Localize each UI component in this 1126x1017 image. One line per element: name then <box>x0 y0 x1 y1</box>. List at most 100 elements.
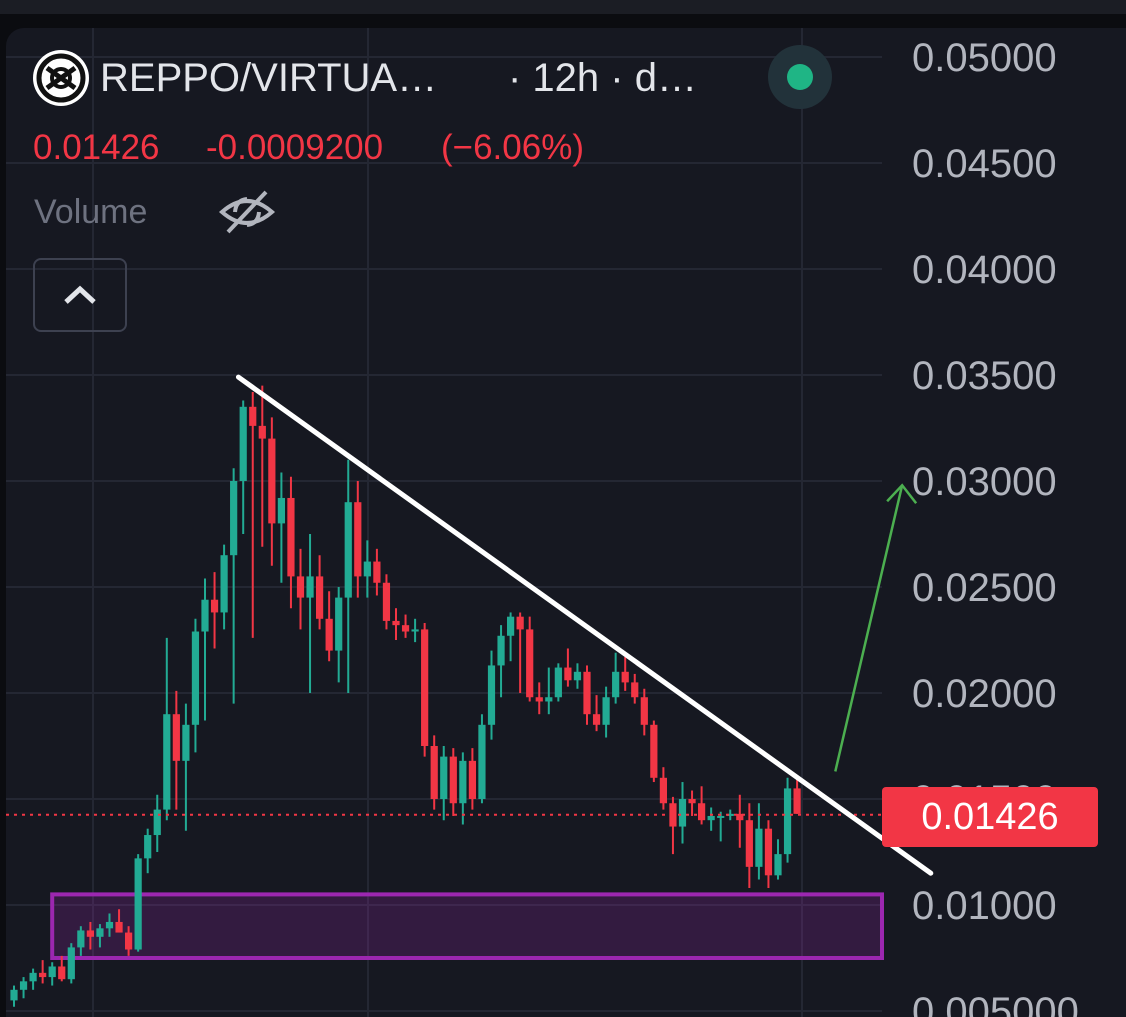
market-status-button[interactable] <box>768 45 832 109</box>
price-chart[interactable]: 0.05000 0.04500 0.04000 0.03500 0.03000 0.025… <box>6 28 1126 1017</box>
candle-down <box>86 930 94 937</box>
candle-up <box>67 947 75 980</box>
candle-down <box>650 724 658 778</box>
candle-up <box>239 406 247 481</box>
candle-up <box>19 981 28 990</box>
chevron-up-icon <box>64 285 96 304</box>
candle-down <box>325 618 333 651</box>
candle-up <box>144 835 152 859</box>
candle-up <box>153 809 161 836</box>
y-axis-tick-label: 0.03500 <box>912 354 1057 398</box>
candle-up <box>755 828 763 867</box>
candle-up <box>335 597 343 651</box>
eye-hidden-icon[interactable] <box>218 188 276 236</box>
candle-down <box>468 760 476 799</box>
candle-down <box>373 561 381 583</box>
candle-up <box>707 815 715 821</box>
candle-down <box>764 828 773 876</box>
candle-down <box>745 820 753 867</box>
candle-up <box>411 629 419 632</box>
reppo-logo-icon <box>33 50 89 106</box>
support-zone <box>50 892 884 961</box>
candle-down <box>621 671 629 683</box>
candle-up <box>306 576 314 598</box>
candle-up <box>573 671 582 681</box>
candle-down <box>392 620 400 626</box>
candle-up <box>230 481 238 556</box>
candle-down <box>592 714 601 725</box>
candle-up <box>774 854 782 876</box>
candle-down <box>516 616 524 630</box>
candle-up <box>363 561 371 577</box>
candle-down <box>564 667 572 681</box>
candle-down <box>688 799 696 804</box>
candle-down <box>526 629 534 698</box>
candle-down <box>316 576 324 619</box>
candle-down <box>583 671 591 715</box>
candle-up <box>29 972 37 982</box>
candle-up <box>783 788 792 855</box>
y-axis-tick-label: 0.02000 <box>912 672 1057 716</box>
candle-up <box>201 599 209 632</box>
candle-down <box>296 576 305 598</box>
candle-down <box>382 582 391 621</box>
candle-down <box>249 406 257 426</box>
candle-down <box>793 788 801 814</box>
candle-up <box>602 697 610 725</box>
chart-panel: 0.05000 0.04500 0.04000 0.03500 0.03000 0.025… <box>6 28 1126 1017</box>
candle-up <box>554 667 562 698</box>
y-axis-tick-label: 0.03000 <box>912 460 1057 504</box>
y-axis-tick-label: 0.02500 <box>912 566 1057 610</box>
market-status-dot-icon <box>787 64 813 90</box>
breakout-arrow-head <box>886 483 918 505</box>
candle-down <box>125 932 133 950</box>
candle-up <box>612 671 620 698</box>
volume-indicator-label[interactable]: Volume <box>34 193 148 231</box>
candle-up <box>277 497 285 524</box>
candle-up <box>440 756 448 799</box>
collapse-indicators-button[interactable] <box>33 258 127 332</box>
candle-down <box>698 803 706 821</box>
candle-up <box>507 616 515 636</box>
candle-down <box>354 502 362 577</box>
candle-down <box>210 599 219 613</box>
y-axis-tick-label: 0.005000 <box>912 990 1079 1017</box>
price-change-percent: (−6.06%) <box>441 128 584 167</box>
candle-up <box>220 555 228 613</box>
candle-up <box>163 714 171 810</box>
last-price: 0.01426 <box>33 128 160 167</box>
y-axis-tick-label: 0.04000 <box>912 248 1057 292</box>
trendline <box>235 374 934 876</box>
candle-up <box>344 502 352 598</box>
y-axis-tick-label: 0.04500 <box>912 142 1057 186</box>
candle-up <box>678 799 687 827</box>
candle-down <box>449 756 457 804</box>
y-axis-tick-label: 0.01000 <box>912 884 1057 928</box>
candle-up <box>48 966 56 978</box>
candle-down <box>268 438 276 524</box>
candle-down <box>640 697 648 725</box>
candle-down <box>287 497 295 577</box>
candle-down <box>736 813 744 821</box>
candle-up <box>105 921 114 929</box>
candle-down <box>430 746 438 799</box>
candle-up <box>134 858 142 950</box>
candle-down <box>39 972 47 978</box>
candle-up <box>545 697 553 702</box>
candle-up <box>487 665 496 725</box>
symbol-title[interactable]: REPPO/VIRTUA… <box>100 56 438 100</box>
candle-up <box>726 813 734 816</box>
price-change: -0.0009200 <box>206 128 384 167</box>
candle-down <box>401 625 410 632</box>
candle-down <box>172 714 180 761</box>
candle-up <box>96 928 104 937</box>
candle-down <box>631 682 639 698</box>
current-price-tag: 0.01426 <box>882 787 1098 847</box>
candle-up <box>497 635 505 666</box>
y-axis-tick-label: 0.05000 <box>912 36 1057 80</box>
candle-down <box>535 697 543 702</box>
candle-down <box>115 921 123 933</box>
candle-down <box>659 777 667 804</box>
candle-up <box>191 631 200 725</box>
interval-label[interactable]: · 12h · d… <box>508 56 697 100</box>
